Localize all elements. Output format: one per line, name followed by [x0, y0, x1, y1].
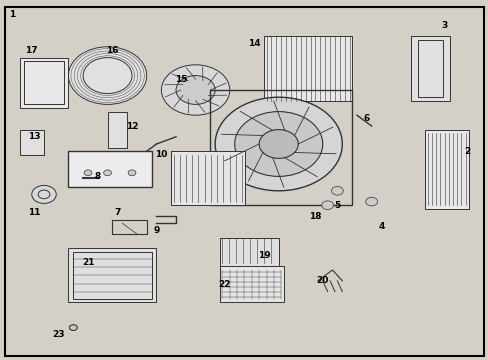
Circle shape — [84, 170, 92, 176]
Bar — [220, 238, 278, 266]
Text: 7: 7 — [114, 208, 121, 217]
Circle shape — [161, 65, 229, 115]
Circle shape — [321, 201, 333, 210]
Text: 17: 17 — [25, 46, 38, 55]
Circle shape — [68, 47, 146, 104]
Text: 14: 14 — [247, 39, 260, 48]
Circle shape — [69, 325, 77, 330]
Text: 16: 16 — [106, 46, 119, 55]
Bar — [264, 36, 351, 101]
Circle shape — [331, 186, 343, 195]
Bar — [73, 252, 151, 299]
Text: 21: 21 — [81, 258, 94, 267]
Bar — [425, 130, 468, 209]
Bar — [20, 58, 68, 108]
Text: 13: 13 — [28, 132, 41, 141]
Bar — [417, 40, 442, 97]
Text: 10: 10 — [155, 150, 167, 159]
Text: 12: 12 — [125, 122, 138, 131]
Circle shape — [259, 130, 298, 158]
Circle shape — [365, 197, 377, 206]
Text: 22: 22 — [218, 280, 231, 289]
Circle shape — [215, 97, 342, 191]
Bar — [171, 151, 244, 205]
Circle shape — [103, 170, 111, 176]
Text: 15: 15 — [174, 75, 187, 84]
Bar — [410, 36, 449, 101]
Text: 19: 19 — [257, 251, 270, 260]
Text: 11: 11 — [28, 208, 41, 217]
Circle shape — [234, 112, 322, 176]
Circle shape — [32, 185, 56, 203]
Text: 8: 8 — [95, 172, 101, 181]
Bar — [68, 248, 156, 302]
Bar — [24, 61, 63, 104]
Text: 18: 18 — [308, 212, 321, 220]
Text: 3: 3 — [441, 21, 447, 30]
Bar — [20, 130, 44, 155]
Bar — [220, 266, 283, 302]
Text: 5: 5 — [334, 201, 340, 210]
Text: 6: 6 — [363, 114, 369, 123]
Bar — [68, 151, 151, 187]
Circle shape — [176, 76, 215, 104]
Circle shape — [128, 170, 136, 176]
Text: 23: 23 — [52, 330, 65, 339]
Bar — [210, 90, 351, 205]
Bar — [107, 112, 127, 148]
Text: 2: 2 — [463, 147, 469, 156]
Text: 4: 4 — [377, 222, 384, 231]
Text: 20: 20 — [316, 276, 328, 285]
Text: 9: 9 — [153, 226, 160, 235]
Text: 1: 1 — [9, 10, 15, 19]
